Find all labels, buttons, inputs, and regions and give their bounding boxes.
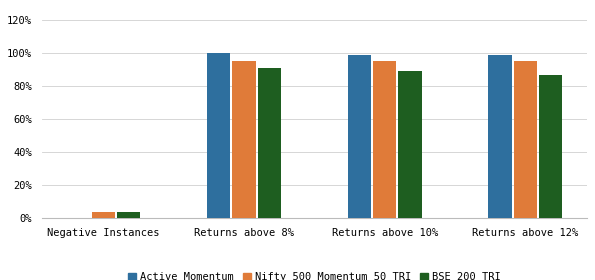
Bar — [347, 55, 371, 218]
Bar — [539, 75, 562, 218]
Bar — [488, 55, 512, 218]
Bar — [233, 62, 256, 218]
Bar — [513, 62, 537, 218]
Bar — [399, 71, 422, 218]
Bar — [92, 212, 115, 218]
Legend: Active Momentum, Nifty 500 Momentum 50 TRI, BSE 200 TRI: Active Momentum, Nifty 500 Momentum 50 T… — [126, 270, 503, 280]
Bar — [373, 62, 396, 218]
Bar — [117, 212, 140, 218]
Bar — [207, 53, 230, 218]
Bar — [258, 68, 281, 218]
